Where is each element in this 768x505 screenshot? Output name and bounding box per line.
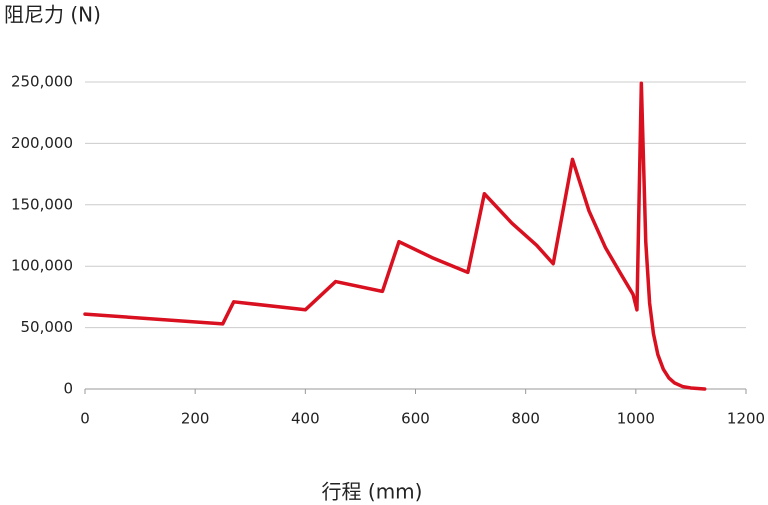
x-tick-label: 200 — [181, 410, 210, 428]
x-tick-label: 400 — [291, 410, 320, 428]
y-tick-label: 250,000 — [11, 73, 73, 91]
y-axis-title: 阻尼力 (N) — [4, 3, 101, 27]
x-tick-label: 600 — [401, 410, 430, 428]
x-tick-label: 1000 — [617, 410, 655, 428]
y-tick-label: 200,000 — [11, 134, 73, 152]
data-line — [83, 81, 707, 391]
x-axis-title: 行程 (mm) — [322, 480, 423, 504]
x-tick-label: 800 — [511, 410, 540, 428]
y-tick-label: 100,000 — [11, 257, 73, 275]
y-tick-label: 150,000 — [11, 195, 73, 213]
x-tick-label: 1200 — [727, 410, 765, 428]
x-tick-label: 0 — [80, 410, 90, 428]
y-tick-label: 0 — [63, 380, 73, 398]
y-tick-label: 50,000 — [21, 318, 74, 336]
